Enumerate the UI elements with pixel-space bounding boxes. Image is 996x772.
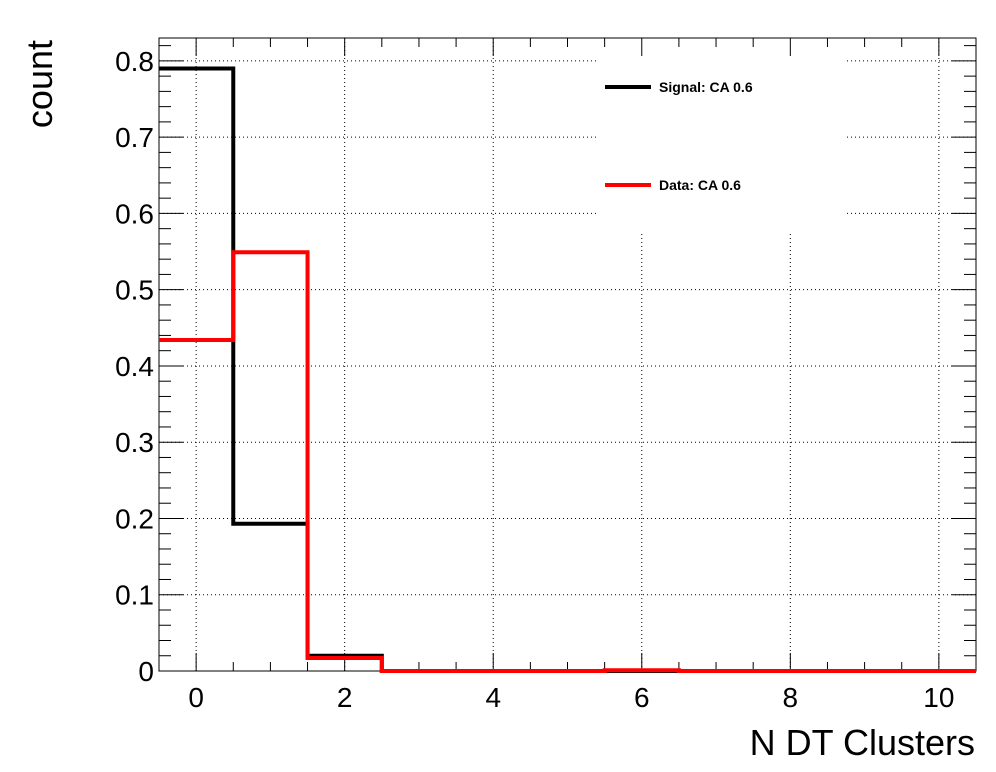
x-tick-label: 0 — [188, 682, 204, 713]
x-axis-title: N DT Clusters — [750, 722, 975, 763]
series-signal-ca-0-6-line — [159, 66, 976, 673]
grid-lines — [159, 38, 976, 672]
series-data-ca-0-6-line — [159, 250, 976, 673]
y-tick-label: 0.5 — [115, 275, 154, 306]
y-axis-title: count — [19, 40, 60, 128]
x-tick-label: 8 — [783, 682, 799, 713]
x-tick-label: 10 — [923, 682, 954, 713]
y-tick-label: 0.8 — [115, 46, 154, 77]
y-tick-label: 0.4 — [115, 351, 154, 382]
legend-background — [597, 32, 845, 232]
legend-label: Data: CA 0.6 — [659, 177, 741, 193]
y-tick-label: 0.1 — [115, 580, 154, 611]
plot-border — [158, 37, 977, 672]
y-tick-label: 0.3 — [115, 427, 154, 458]
y-tick-label: 0.6 — [115, 198, 154, 229]
axis-ticks — [158, 38, 977, 672]
series-lines — [159, 66, 976, 673]
y-tick-label: 0 — [138, 656, 154, 687]
tick-labels: 0 2 4 6 8 10 0 0.1 0.2 0.3 0.4 0.5 0.6 0.7 0.8 — [115, 46, 954, 713]
legend: Signal: CA 0.6 Data: CA 0.6 — [605, 79, 753, 193]
legend-box — [597, 32, 845, 232]
legend-label: Signal: CA 0.6 — [659, 79, 753, 95]
x-tick-label: 2 — [337, 682, 353, 713]
y-tick-label: 0.7 — [115, 122, 154, 153]
x-tick-label: 6 — [634, 682, 650, 713]
x-tick-label: 4 — [485, 682, 501, 713]
plot-frame — [158, 37, 977, 672]
y-tick-label: 0.2 — [115, 503, 154, 534]
